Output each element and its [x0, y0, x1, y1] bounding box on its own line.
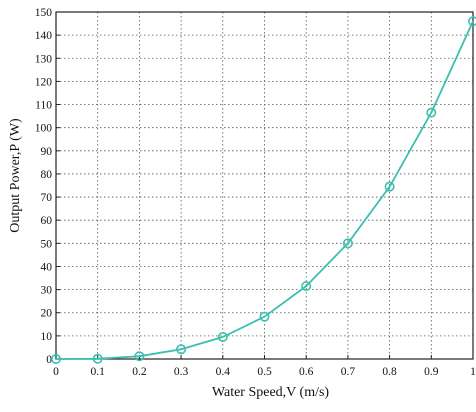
y-tick-label: 20 [41, 308, 53, 320]
x-tick-label: 0.4 [216, 366, 231, 378]
y-tick-label: 90 [41, 146, 53, 158]
x-tick-label: 0.1 [91, 366, 106, 378]
x-tick-label: 0.3 [174, 366, 189, 378]
data-point [134, 351, 145, 362]
y-tick-label: 60 [41, 215, 53, 227]
series-line [55, 20, 474, 360]
y-tick-label: 150 [35, 7, 53, 19]
x-tick-label: 0 [53, 366, 59, 378]
x-tick-label: 0.8 [382, 366, 397, 378]
y-tick-label: 120 [35, 76, 53, 88]
series-layer [50, 16, 476, 364]
x-tick-label: 0.6 [299, 366, 314, 378]
data-point [259, 311, 270, 322]
x-tick-label: 0.5 [257, 366, 272, 378]
data-point [176, 344, 187, 355]
x-axis-title: Water Speed,V (m/s) [212, 385, 330, 400]
y-tick-label: 70 [41, 192, 53, 204]
y-tick-label: 140 [35, 30, 53, 42]
y-tick-label: 110 [35, 100, 52, 112]
data-point [426, 107, 437, 118]
x-tick-label: 0.7 [341, 366, 356, 378]
data-point [92, 353, 103, 364]
x-tick-label: 0.2 [132, 366, 147, 378]
y-tick-label: 40 [41, 261, 53, 273]
data-point [342, 238, 353, 249]
x-tick-label: 0.9 [424, 366, 439, 378]
y-tick-label: 100 [35, 123, 53, 135]
y-tick-label: 130 [35, 53, 53, 65]
data-point [217, 332, 228, 343]
data-point [468, 16, 476, 27]
axis-ticks: 0 0.1 0.2 0.3 0.4 0.5 0.6 0.7 0.8 0.9 101020304050… [35, 7, 476, 378]
x-tick-label: 1 [470, 366, 476, 378]
y-tick-label: 10 [41, 331, 53, 343]
grid [56, 12, 473, 359]
y-tick-label: 80 [41, 169, 53, 181]
y-tick-label: 30 [41, 285, 53, 297]
y-tick-label: 50 [41, 238, 53, 250]
data-point [301, 281, 312, 292]
y-axis-title: Output Power,P (W) [8, 118, 23, 233]
y-tick-label: 0 [46, 354, 52, 366]
data-point [384, 181, 395, 192]
data-point [50, 353, 61, 364]
